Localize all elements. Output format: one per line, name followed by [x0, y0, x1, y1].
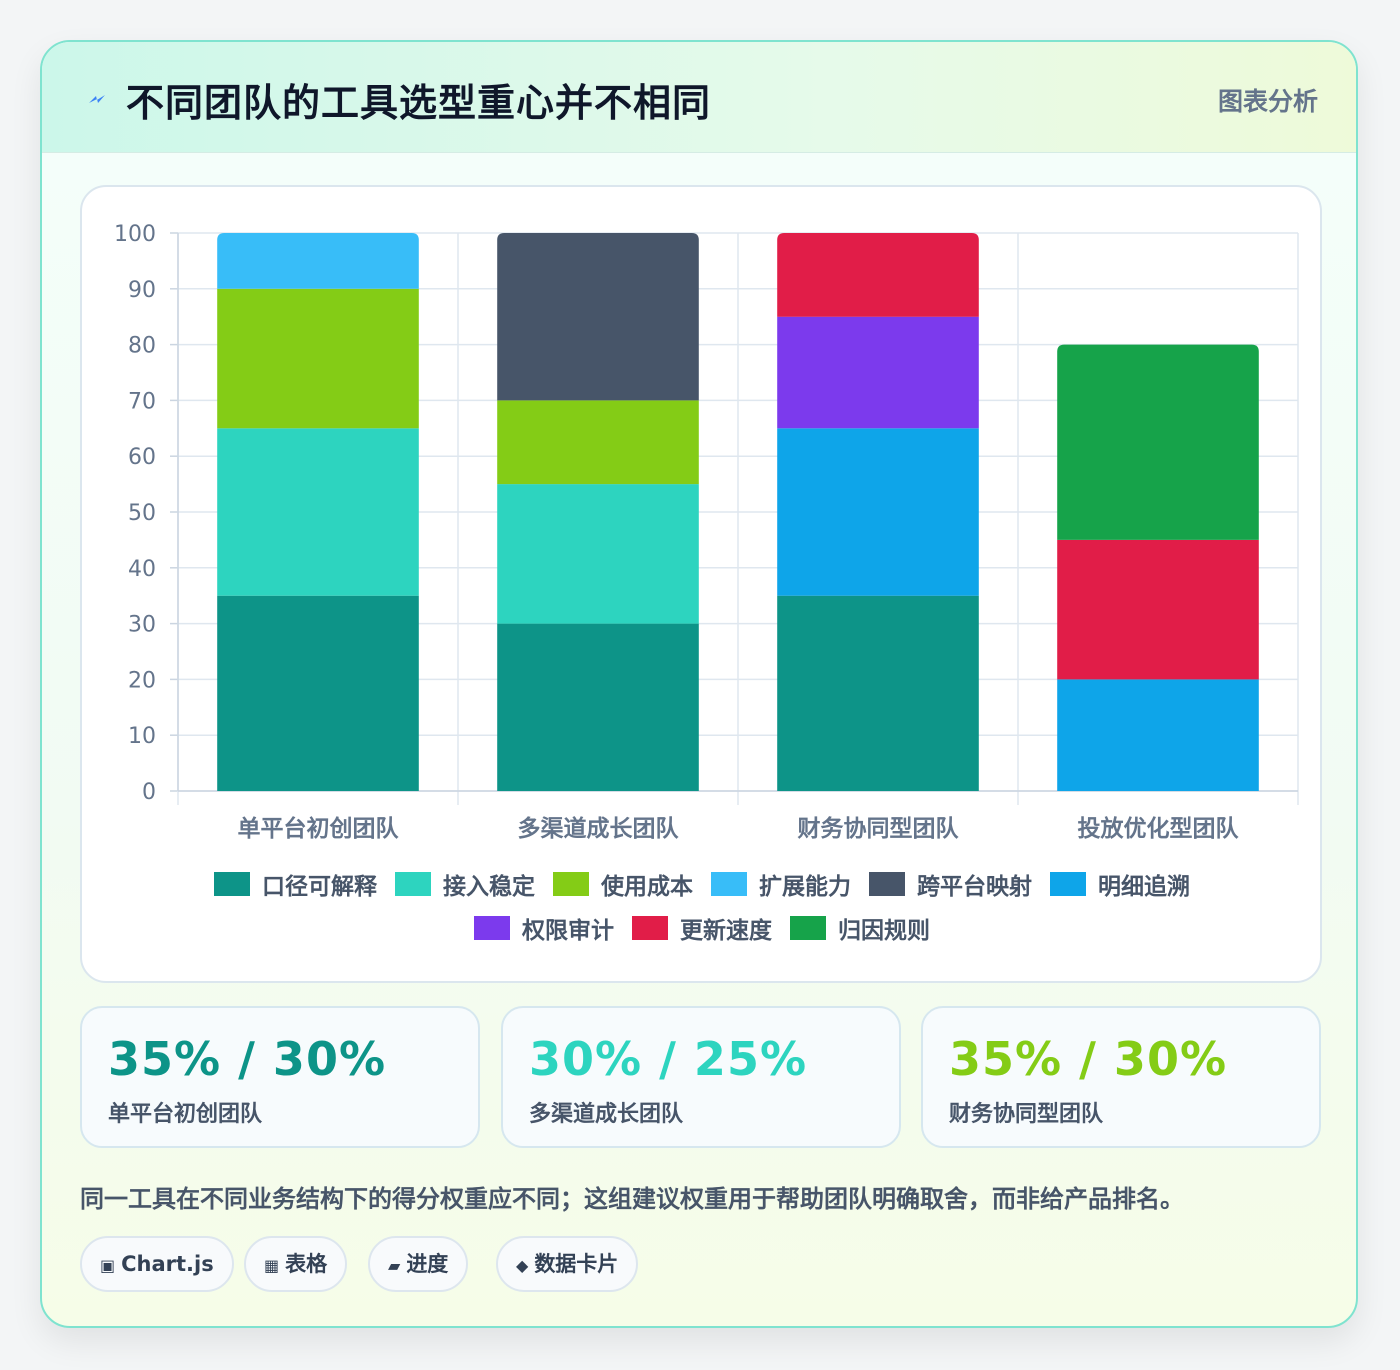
pill-label: 进度: [406, 1252, 449, 1276]
legend-item[interactable]: 口径可解释: [214, 867, 377, 901]
bar-segment: [217, 595, 419, 791]
bar-segment: [497, 623, 699, 791]
legend-swatch: [790, 916, 826, 940]
x-tick-label: 投放优化型团队: [1078, 815, 1240, 842]
legend-label: 口径可解释: [262, 874, 377, 900]
stacked-bar-chart: 0 10 20 30 40 50 60 70 80 90 100 单平台初创团队 多渠道成长团队 财务协同…: [114, 222, 1299, 842]
legend-label: 明细追溯: [1098, 874, 1190, 900]
legend-swatch: [1050, 872, 1086, 896]
pill-label: Chart.js: [121, 1252, 214, 1276]
legend-swatch: [553, 872, 589, 896]
stat-value: 35% / 30%: [108, 1032, 387, 1086]
card-header: 不同团队的工具选型重心并不相同 图表分析: [42, 42, 1356, 153]
legend-label: 归因规则: [838, 918, 930, 944]
legend-label: 使用成本: [601, 874, 693, 900]
y-tick-label: 90: [128, 278, 156, 303]
bar-segment: [497, 233, 699, 401]
legend-swatch: [711, 872, 747, 896]
stat-value: 30% / 25%: [529, 1032, 808, 1086]
pill-label: 数据卡片: [534, 1252, 619, 1276]
pill-chartjs[interactable]: ▣ Chart.js: [80, 1236, 234, 1292]
chart-icon: ▣: [100, 1256, 116, 1275]
legend-swatch: [869, 872, 905, 896]
legend-swatch: [632, 916, 668, 940]
bar-segment: [777, 233, 979, 317]
card-frame: 不同团队的工具选型重心并不相同 图表分析 0 10 20 30 40 50 60 70 80 90…: [40, 40, 1358, 1328]
y-tick-label: 0: [142, 780, 156, 805]
bar-segment: [1057, 539, 1259, 680]
pill-data-card[interactable]: ◆ 数据卡片: [496, 1236, 639, 1292]
bolt-icon: [89, 95, 105, 103]
stat-card-2: 30% / 25% 多渠道成长团队: [501, 1006, 901, 1148]
legend-item[interactable]: 接入稳定: [395, 867, 535, 901]
chart-card: 0 10 20 30 40 50 60 70 80 90 100 单平台初创团队 多渠道成长团队 财务协同…: [80, 185, 1322, 983]
x-tick-label: 财务协同型团队: [798, 816, 960, 842]
progress-icon: ▰: [388, 1256, 401, 1275]
legend-swatch: [395, 872, 431, 896]
y-tick-label: 60: [128, 445, 156, 470]
x-tick-label: 多渠道成长团队: [518, 815, 680, 842]
stat-value: 35% / 30%: [949, 1032, 1228, 1086]
stat-label: 单平台初创团队: [108, 1102, 263, 1127]
legend-item[interactable]: 更新速度: [632, 911, 772, 945]
bar-segment: [1057, 344, 1259, 540]
stat-cards: 35% / 30% 单平台初创团队 30% / 25% 多渠道成长团队 35% …: [80, 1006, 1322, 1148]
y-tick-label: 100: [114, 222, 156, 247]
chart-analysis-tag: 图表分析: [1217, 87, 1318, 116]
legend-label: 接入稳定: [443, 874, 535, 900]
y-tick-label: 10: [128, 724, 156, 749]
bar-segment: [777, 595, 979, 791]
legend-swatch: [214, 872, 250, 896]
chart-legend-row-1: 口径可解释 接入稳定 使用成本 扩展能力 跨平台映射 明细追溯: [102, 867, 1302, 901]
footnote-text: 同一工具在不同业务结构下的得分权重应不同；这组建议权重用于帮助团队明确取舍，而非…: [80, 1185, 1184, 1213]
legend-item[interactable]: 跨平台映射: [869, 867, 1032, 901]
legend-swatch: [474, 916, 510, 940]
bar-segment: [217, 288, 419, 429]
y-tick-label: 80: [128, 334, 156, 359]
legend-item[interactable]: 扩展能力: [711, 867, 851, 901]
legend-item[interactable]: 归因规则: [790, 911, 930, 945]
y-tick-label: 50: [128, 501, 156, 526]
legend-item[interactable]: 使用成本: [553, 867, 693, 901]
bar-segment: [777, 316, 979, 429]
pill-progress[interactable]: ▰ 进度: [368, 1236, 469, 1292]
stat-label: 多渠道成长团队: [529, 1102, 684, 1127]
legend-label: 跨平台映射: [917, 874, 1032, 900]
legend-item[interactable]: 明细追溯: [1050, 867, 1190, 901]
pill-label: 表格: [285, 1252, 328, 1276]
stat-card-3: 35% / 30% 财务协同型团队: [921, 1006, 1321, 1148]
pill-table[interactable]: ▦ 表格: [244, 1236, 348, 1292]
bar-segment: [777, 428, 979, 596]
bar-segment: [497, 400, 699, 485]
legend-item[interactable]: 权限审计: [474, 911, 614, 945]
legend-label: 权限审计: [522, 918, 614, 944]
bar-segment: [1057, 679, 1259, 791]
y-tick-label: 20: [128, 668, 156, 693]
legend-label: 扩展能力: [759, 874, 851, 900]
stat-label: 财务协同型团队: [949, 1102, 1104, 1127]
bar-segment: [497, 484, 699, 624]
legend-label: 更新速度: [680, 918, 772, 944]
page-title: 不同团队的工具选型重心并不相同: [126, 81, 712, 125]
bar-segment: [217, 428, 419, 596]
bar-segment: [217, 233, 419, 289]
y-tick-label: 40: [128, 557, 156, 582]
y-tick-label: 70: [128, 389, 156, 414]
diamond-icon: ◆: [516, 1256, 529, 1275]
table-icon: ▦: [264, 1256, 280, 1275]
y-tick-label: 30: [128, 613, 156, 638]
chart-legend-row-2: 权限审计 更新速度 归因规则: [102, 911, 1302, 945]
stat-card-1: 35% / 30% 单平台初创团队: [80, 1006, 480, 1148]
x-tick-label: 单平台初创团队: [238, 815, 400, 842]
